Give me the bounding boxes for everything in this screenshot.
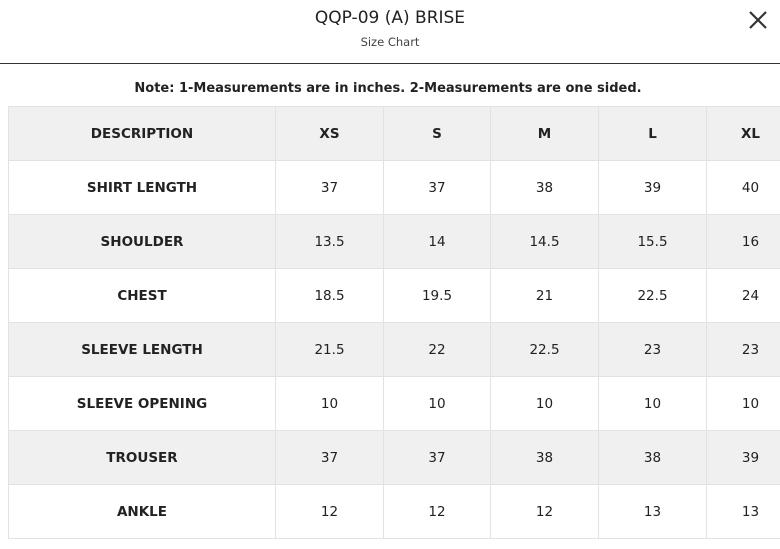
measurement: 38: [598, 430, 707, 485]
measurement: 10: [275, 376, 384, 431]
row-label: SHIRT LENGTH: [8, 160, 276, 215]
row-label: SHOULDER: [8, 214, 276, 269]
table-row: SHIRT LENGTH 37 37 38 39 40: [8, 160, 780, 215]
measurement: 14: [383, 214, 491, 269]
divider: [0, 63, 780, 64]
size-table: DESCRIPTION XS S M L XL SHIRT LENGTH 37 37 38 39 4…: [8, 106, 780, 539]
measurement: 13: [706, 484, 780, 539]
measurement: 12: [275, 484, 384, 539]
row-label: SLEEVE OPENING: [8, 376, 276, 431]
table-row: SHOULDER 13.5 14 14.5 15.5 16: [8, 214, 780, 269]
measurement: 16: [706, 214, 780, 269]
row-label: CHEST: [8, 268, 276, 323]
column-header: L: [598, 106, 707, 161]
row-label: ANKLE: [8, 484, 276, 539]
table-row: SLEEVE OPENING 10 10 10 10 10: [8, 376, 780, 431]
close-button[interactable]: [748, 10, 768, 30]
measurement: 18.5: [275, 268, 384, 323]
measurement: 10: [706, 376, 780, 431]
measurement: 22.5: [490, 322, 599, 377]
measurement: 23: [598, 322, 707, 377]
column-header: S: [383, 106, 491, 161]
table-row: SLEEVE LENGTH 21.5 22 22.5 23 23: [8, 322, 780, 377]
measurement: 13: [598, 484, 707, 539]
measurement: 38: [490, 430, 599, 485]
header-row: DESCRIPTION XS S M L XL: [8, 106, 780, 161]
column-header: DESCRIPTION: [8, 106, 276, 161]
measurement: 10: [490, 376, 599, 431]
note: Note: 1-Measurements are in inches. 2-Me…: [134, 81, 642, 96]
measurement: 37: [275, 160, 384, 215]
measurement: 40: [706, 160, 780, 215]
measurement: 39: [598, 160, 707, 215]
column-header: M: [490, 106, 599, 161]
measurement: 12: [383, 484, 491, 539]
measurement: 22: [383, 322, 491, 377]
modal-subtitle: Size Chart: [360, 35, 420, 49]
table-wrap: DESCRIPTION XS S M L XL SHIRT LENGTH 37 37 38 39 4…: [8, 106, 780, 540]
measurement: 39: [706, 430, 780, 485]
measurement: 10: [383, 376, 491, 431]
measurement: 13.5: [275, 214, 384, 269]
column-header: XS: [275, 106, 384, 161]
row-label: SLEEVE LENGTH: [8, 322, 276, 377]
measurement: 19.5: [383, 268, 491, 323]
measurement: 21: [490, 268, 599, 323]
measurement: 12: [490, 484, 599, 539]
measurement: 15.5: [598, 214, 707, 269]
column-header: XL: [706, 106, 780, 161]
table-row: ANKLE 12 12 12 13 13: [8, 484, 780, 539]
measurement: 38: [490, 160, 599, 215]
measurement: 10: [598, 376, 707, 431]
measurement: 37: [383, 430, 491, 485]
table-row: TROUSER 37 37 38 38 39: [8, 430, 780, 485]
row-label: TROUSER: [8, 430, 276, 485]
table-row: CHEST 18.5 19.5 21 22.5 24: [8, 268, 780, 323]
modal-title: QQP-09 (A) BRISE: [314, 8, 466, 28]
measurement: 24: [706, 268, 780, 323]
measurement: 23: [706, 322, 780, 377]
measurement: 37: [275, 430, 384, 485]
measurement: 14.5: [490, 214, 599, 269]
measurement: 37: [383, 160, 491, 215]
measurement: 22.5: [598, 268, 707, 323]
measurement: 21.5: [275, 322, 384, 377]
